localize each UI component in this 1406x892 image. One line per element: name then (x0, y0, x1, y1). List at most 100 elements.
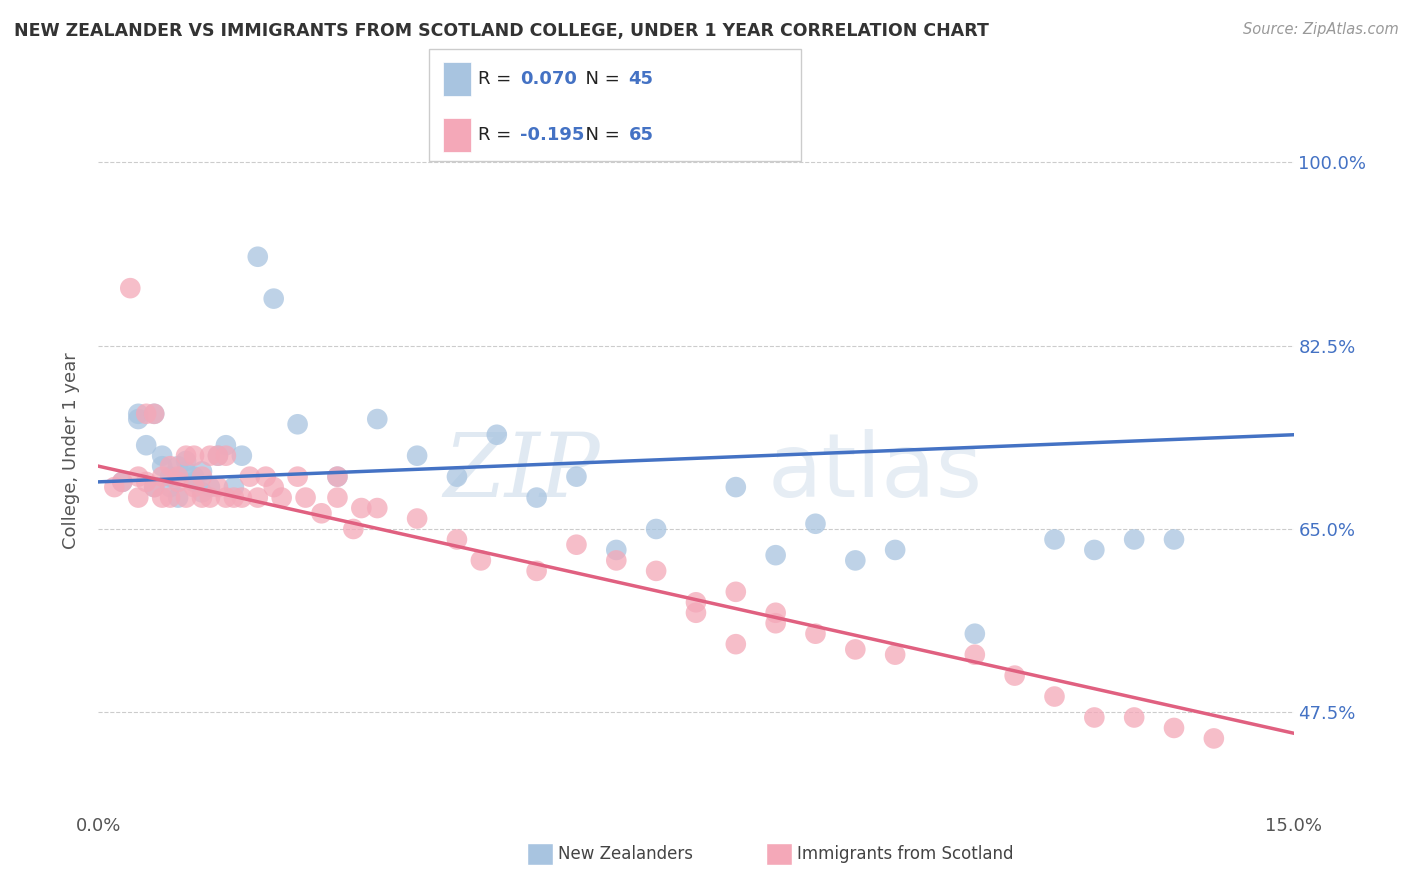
Point (263, 292, 285, 306)
Point (174, 449, 197, 463)
Point (191, 469, 214, 483)
Point (215, 491, 238, 505)
Point (120, 281, 142, 295)
Point (207, 449, 229, 463)
Point (111, 475, 134, 489)
Point (406, 449, 429, 463)
Point (174, 454, 197, 468)
Text: New Zealanders: New Zealanders (558, 845, 693, 863)
Point (645, 522, 668, 536)
Point (159, 459, 181, 474)
Point (844, 553, 866, 567)
Point (1202, 731, 1225, 746)
Point (724, 637, 747, 651)
Point (765, 616, 787, 631)
Point (135, 475, 157, 489)
Point (350, 501, 373, 516)
Point (1163, 721, 1185, 735)
Point (254, 469, 277, 483)
Text: NEW ZEALANDER VS IMMIGRANTS FROM SCOTLAND COLLEGE, UNDER 1 YEAR CORRELATION CHAR: NEW ZEALANDER VS IMMIGRANTS FROM SCOTLAN… (14, 22, 988, 40)
Point (222, 480, 245, 494)
Text: ZIP: ZIP (444, 429, 600, 516)
Point (342, 522, 364, 536)
Point (294, 491, 316, 505)
Point (1083, 543, 1105, 558)
Point (159, 491, 181, 505)
Text: R =: R = (478, 70, 517, 88)
Point (198, 449, 221, 463)
Text: atlas: atlas (768, 429, 983, 516)
Point (222, 491, 245, 505)
Text: Immigrants from Scotland: Immigrants from Scotland (797, 845, 1014, 863)
Point (526, 491, 548, 505)
Point (263, 480, 285, 494)
Point (215, 449, 238, 463)
Point (127, 491, 149, 505)
Point (239, 469, 262, 483)
Point (326, 491, 349, 505)
Point (724, 480, 747, 494)
Point (287, 417, 309, 432)
Point (565, 469, 588, 483)
Point (143, 480, 166, 494)
Text: N =: N = (574, 70, 626, 88)
Point (1043, 533, 1066, 547)
Point (270, 491, 292, 505)
Point (183, 480, 205, 494)
Point (159, 480, 181, 494)
Point (191, 485, 214, 500)
Point (963, 648, 986, 662)
Y-axis label: College, Under 1 year: College, Under 1 year (62, 352, 80, 549)
Text: -0.195: -0.195 (520, 126, 585, 144)
Point (1123, 533, 1146, 547)
Point (311, 506, 333, 520)
Point (804, 516, 827, 531)
Point (844, 642, 866, 657)
Point (143, 407, 166, 421)
Point (246, 250, 269, 264)
Point (1083, 710, 1105, 724)
Point (191, 491, 214, 505)
Point (446, 469, 468, 483)
Point (804, 626, 827, 640)
Point (446, 533, 468, 547)
Point (150, 491, 173, 505)
Point (127, 469, 149, 483)
Point (366, 501, 388, 516)
Point (406, 511, 429, 525)
Text: R =: R = (478, 126, 517, 144)
Point (645, 564, 668, 578)
Point (143, 407, 166, 421)
Point (191, 464, 214, 478)
Point (207, 449, 229, 463)
Point (1043, 690, 1066, 704)
Point (485, 427, 508, 442)
Point (135, 407, 157, 421)
Point (326, 469, 349, 483)
Point (1123, 710, 1146, 724)
Point (326, 469, 349, 483)
Point (246, 491, 269, 505)
Point (1163, 533, 1185, 547)
Point (565, 538, 588, 552)
Point (231, 449, 253, 463)
Point (963, 626, 986, 640)
Point (167, 459, 190, 474)
Point (198, 491, 221, 505)
Text: 65: 65 (628, 126, 654, 144)
Point (174, 491, 197, 505)
Point (159, 469, 181, 483)
Point (183, 475, 205, 489)
Point (884, 543, 907, 558)
Point (167, 475, 190, 489)
Point (605, 553, 627, 567)
Point (167, 491, 190, 505)
Point (470, 553, 492, 567)
Text: N =: N = (574, 126, 626, 144)
Point (207, 480, 229, 494)
Point (884, 648, 907, 662)
Text: 45: 45 (628, 70, 654, 88)
Point (111, 475, 134, 489)
Point (127, 412, 149, 426)
Text: Source: ZipAtlas.com: Source: ZipAtlas.com (1243, 22, 1399, 37)
